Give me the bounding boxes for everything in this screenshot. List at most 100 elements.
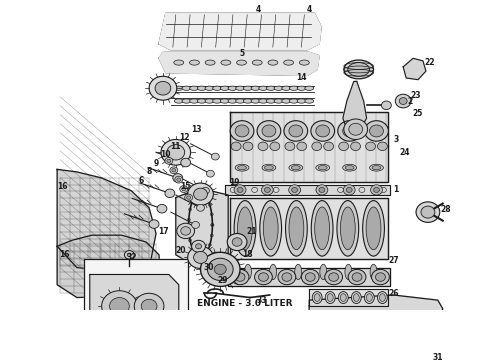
Circle shape (188, 246, 213, 269)
Circle shape (100, 321, 113, 331)
Ellipse shape (282, 99, 291, 103)
Ellipse shape (343, 164, 357, 171)
Circle shape (399, 98, 407, 104)
Ellipse shape (197, 99, 206, 103)
Circle shape (305, 273, 315, 281)
Ellipse shape (228, 99, 237, 103)
Circle shape (185, 194, 193, 201)
Circle shape (325, 269, 343, 285)
Ellipse shape (318, 166, 327, 170)
Circle shape (149, 76, 177, 100)
Text: 31: 31 (433, 353, 443, 360)
Circle shape (192, 240, 205, 252)
Ellipse shape (315, 207, 330, 250)
Ellipse shape (327, 294, 333, 301)
Ellipse shape (312, 292, 322, 303)
Text: 14: 14 (296, 73, 307, 82)
Ellipse shape (237, 60, 246, 65)
Polygon shape (57, 170, 156, 272)
Circle shape (232, 238, 242, 246)
Polygon shape (403, 58, 426, 80)
Ellipse shape (267, 99, 275, 103)
Text: 17: 17 (159, 227, 169, 236)
Polygon shape (176, 191, 228, 264)
Text: 15: 15 (180, 182, 191, 191)
Circle shape (175, 176, 183, 183)
Ellipse shape (252, 60, 262, 65)
Circle shape (161, 139, 191, 165)
Circle shape (172, 168, 176, 172)
Ellipse shape (265, 166, 273, 170)
Ellipse shape (372, 166, 381, 170)
Ellipse shape (260, 201, 282, 256)
Circle shape (312, 142, 322, 150)
Polygon shape (309, 289, 389, 306)
Ellipse shape (182, 99, 191, 103)
Circle shape (316, 185, 328, 195)
Ellipse shape (244, 86, 252, 90)
Ellipse shape (205, 60, 215, 65)
Text: 20: 20 (175, 246, 186, 255)
Ellipse shape (325, 292, 335, 303)
Circle shape (377, 142, 388, 150)
Circle shape (167, 159, 171, 163)
Ellipse shape (262, 164, 276, 171)
Text: 32: 32 (126, 253, 137, 262)
Circle shape (163, 321, 175, 331)
Ellipse shape (282, 86, 291, 90)
Circle shape (257, 121, 281, 141)
Polygon shape (90, 274, 179, 332)
Ellipse shape (251, 99, 260, 103)
Text: 30: 30 (203, 263, 214, 272)
Circle shape (200, 252, 240, 287)
Text: 10: 10 (160, 150, 170, 159)
Circle shape (366, 142, 375, 150)
Circle shape (259, 273, 269, 281)
Circle shape (375, 273, 386, 281)
Circle shape (311, 121, 335, 141)
Text: 21: 21 (246, 227, 257, 236)
Ellipse shape (299, 60, 309, 65)
Polygon shape (307, 295, 443, 360)
Ellipse shape (341, 294, 346, 301)
Text: 19: 19 (229, 178, 240, 187)
Circle shape (349, 123, 363, 135)
Ellipse shape (294, 264, 302, 280)
Circle shape (214, 264, 226, 274)
Polygon shape (228, 267, 391, 287)
Circle shape (285, 142, 295, 150)
Ellipse shape (345, 264, 352, 280)
Text: 33: 33 (257, 296, 267, 305)
Ellipse shape (289, 207, 304, 250)
Text: 5: 5 (240, 49, 245, 58)
Ellipse shape (305, 86, 314, 90)
Ellipse shape (259, 86, 268, 90)
Circle shape (124, 251, 134, 259)
Ellipse shape (267, 86, 275, 90)
Circle shape (262, 125, 276, 137)
Text: 29: 29 (217, 276, 227, 285)
Polygon shape (225, 185, 391, 195)
Ellipse shape (360, 334, 388, 346)
Ellipse shape (259, 99, 268, 103)
Circle shape (369, 125, 383, 137)
Circle shape (188, 183, 213, 205)
Text: 2: 2 (408, 96, 413, 105)
Circle shape (230, 121, 254, 141)
Text: 11: 11 (171, 142, 181, 151)
Circle shape (155, 81, 171, 95)
Ellipse shape (379, 294, 386, 301)
Ellipse shape (228, 86, 237, 90)
Circle shape (289, 125, 303, 137)
Circle shape (371, 269, 390, 285)
Text: 26: 26 (388, 289, 398, 298)
Circle shape (235, 273, 245, 281)
Ellipse shape (234, 201, 256, 256)
Ellipse shape (365, 292, 374, 303)
Circle shape (270, 142, 280, 150)
Circle shape (344, 119, 368, 139)
Circle shape (157, 204, 167, 213)
Circle shape (110, 298, 129, 315)
Circle shape (141, 299, 157, 313)
Circle shape (258, 142, 268, 150)
